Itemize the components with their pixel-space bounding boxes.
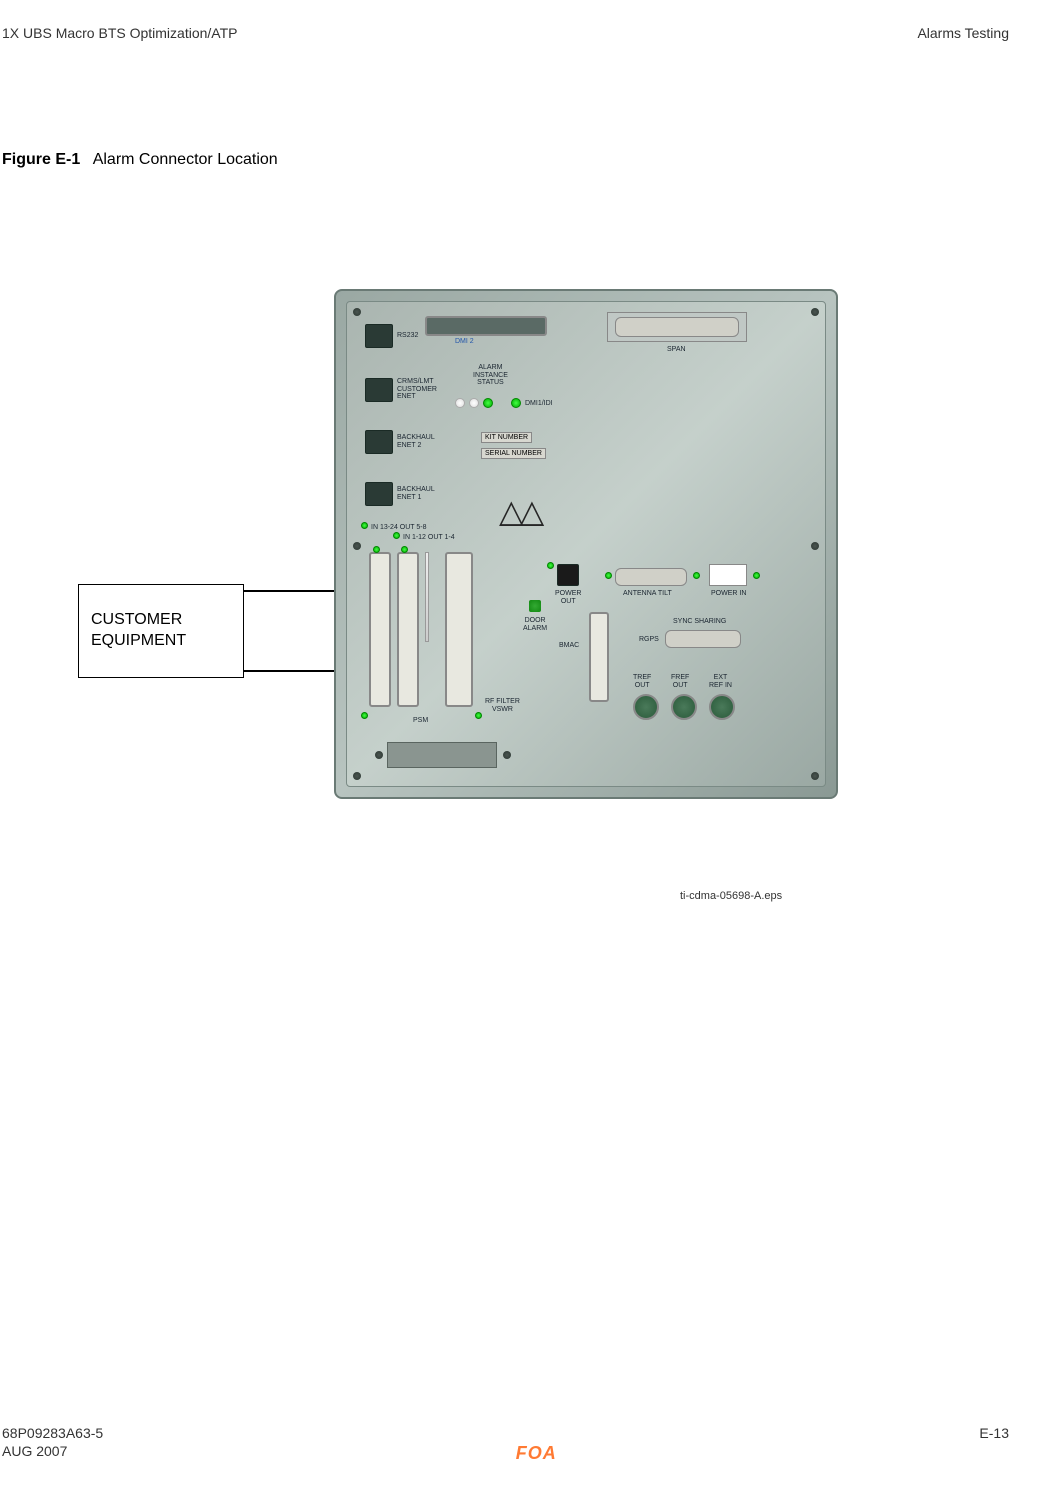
antenna-stub <box>425 552 429 642</box>
led-white-1 <box>455 398 465 408</box>
led-indicator <box>361 712 368 719</box>
rf-filter-label: RF FILTER VSWR <box>485 698 520 713</box>
kit-number-box: KIT NUMBER <box>481 432 532 443</box>
ext-ref-in-label: EXT REF IN <box>709 674 732 689</box>
customer-line1: CUSTOMER <box>91 610 186 631</box>
ext-ref-in-connector <box>709 694 735 720</box>
doc-date: AUG 2007 <box>2 1443 67 1464</box>
led-indicator <box>547 562 554 569</box>
psm-label: PSM <box>413 717 428 724</box>
page-header: 1X UBS Macro BTS Optimization/ATP Alarms… <box>0 0 1039 51</box>
figure-title: Figure E-1 Alarm Connector Location <box>0 51 1039 169</box>
connector-panel: RS232 DMI 2 SPAN CRMS/LMT CUSTOMER ENET … <box>334 289 838 799</box>
screw <box>811 308 819 316</box>
led-indicator <box>401 546 408 553</box>
io-connector-1 <box>369 552 391 707</box>
rs232-port <box>365 324 393 348</box>
header-left: 1X UBS Macro BTS Optimization/ATP <box>2 25 237 41</box>
backhaul1-label: BACKHAUL ENET 1 <box>397 486 435 501</box>
screw <box>353 772 361 780</box>
screw <box>811 542 819 550</box>
screw <box>353 308 361 316</box>
power-out-port <box>557 564 579 586</box>
dmi2-label: DMI 2 <box>455 338 474 345</box>
fref-out-connector <box>671 694 697 720</box>
led-indicator <box>605 572 612 579</box>
customer-equipment-box: CUSTOMER EQUIPMENT <box>78 584 244 678</box>
rgps-label: RGPS <box>639 636 659 643</box>
antenna-tilt-connector <box>615 568 687 586</box>
led-green-1 <box>483 398 493 408</box>
io-connector-2 <box>397 552 419 707</box>
led-white-2 <box>469 398 479 408</box>
screw <box>811 772 819 780</box>
bmac-label: BMAC <box>559 642 579 649</box>
in112-label: IN 1-12 OUT 1-4 <box>403 534 455 541</box>
backhaul2-port <box>365 430 393 454</box>
in1324-label: IN 13-24 OUT 5-8 <box>371 524 427 531</box>
customer-line2: EQUIPMENT <box>91 631 186 652</box>
door-alarm-btn <box>529 600 541 612</box>
page-number: E-13 <box>979 1425 1009 1441</box>
fref-out-label: FREF OUT <box>671 674 689 689</box>
led-indicator <box>693 572 700 579</box>
in-led-1 <box>361 522 368 529</box>
led-indicator <box>753 572 760 579</box>
span-label: SPAN <box>667 346 686 353</box>
crms-port <box>365 378 393 402</box>
in-led-2 <box>393 532 400 539</box>
tref-out-label: TREF OUT <box>633 674 651 689</box>
door-alarm-label: DOOR ALARM <box>523 617 547 632</box>
led-indicator <box>475 712 482 719</box>
dmi2-connector <box>425 316 547 336</box>
bmac-connector <box>589 612 609 702</box>
tref-out-connector <box>633 694 659 720</box>
antenna-tilt-label: ANTENNA TILT <box>623 590 672 597</box>
figure-caption: Alarm Connector Location <box>93 151 278 168</box>
rs232-label: RS232 <box>397 332 418 339</box>
dmi1-label: DMI1/IDI <box>525 400 553 407</box>
sync-sharing-label: SYNC SHARING <box>673 618 726 625</box>
foa-label: FOA <box>516 1443 557 1464</box>
header-right: Alarms Testing <box>917 25 1009 41</box>
screw <box>353 542 361 550</box>
warning-triangles: △△ <box>499 492 540 530</box>
figure-label: Figure E-1 <box>2 151 80 168</box>
sync-connector <box>665 630 741 648</box>
span-connector <box>615 317 739 337</box>
panel-inner: RS232 DMI 2 SPAN CRMS/LMT CUSTOMER ENET … <box>346 301 826 787</box>
diagram-container: CUSTOMER EQUIPMENT RS232 DMI 2 SPAN CRMS… <box>0 289 1039 1019</box>
serial-number-box: SERIAL NUMBER <box>481 448 546 459</box>
screw <box>503 751 511 759</box>
alarm-status-label: ALARM INSTANCE STATUS <box>473 364 508 387</box>
io-connector-3 <box>445 552 473 707</box>
psm-slot <box>387 742 497 768</box>
crms-label: CRMS/LMT CUSTOMER ENET <box>397 378 437 401</box>
power-out-label: POWER OUT <box>555 590 581 605</box>
page-footer: 68P09283A63-5 E-13 AUG 2007 FOA . <box>0 1425 1039 1464</box>
backhaul1-port <box>365 482 393 506</box>
power-in-label: POWER IN <box>711 590 746 597</box>
power-in-port <box>709 564 747 586</box>
screw <box>375 751 383 759</box>
led-green-2 <box>511 398 521 408</box>
file-reference: ti-cdma-05698-A.eps <box>680 890 782 902</box>
led-indicator <box>373 546 380 553</box>
doc-number: 68P09283A63-5 <box>2 1425 103 1441</box>
backhaul2-label: BACKHAUL ENET 2 <box>397 434 435 449</box>
